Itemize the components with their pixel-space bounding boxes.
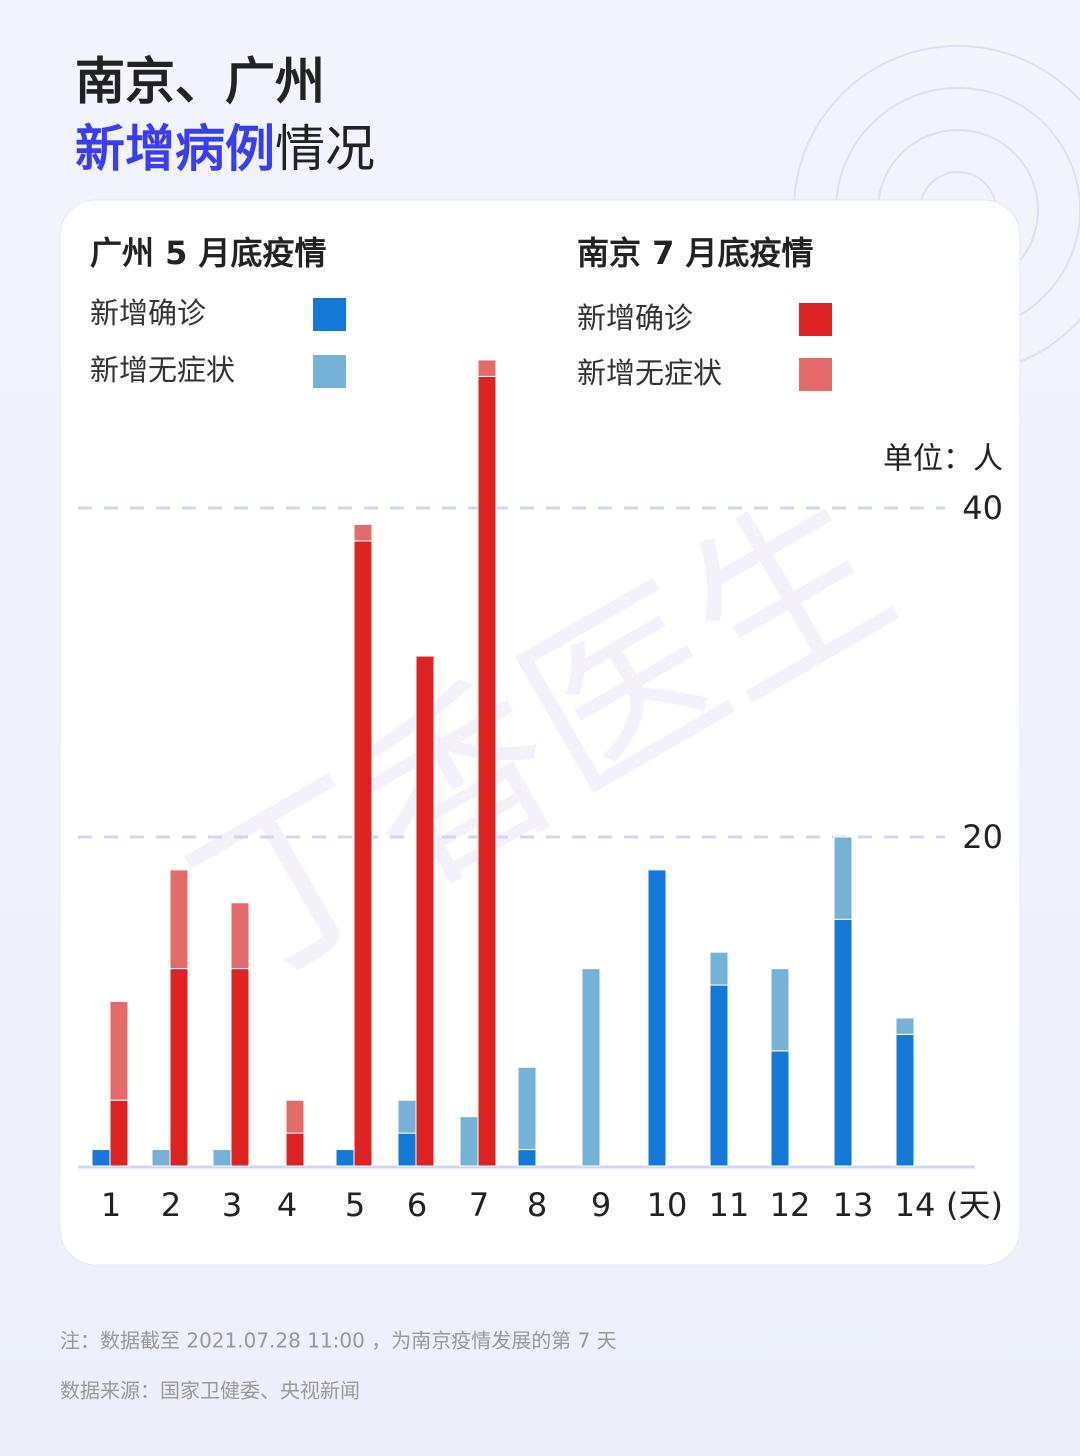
x-tick-label: 14	[895, 1186, 936, 1224]
x-tick-label: 11	[709, 1186, 750, 1224]
legend-label: 新增无症状	[577, 356, 722, 390]
bar	[230, 968, 250, 1167]
x-unit: (天)	[946, 1186, 1003, 1224]
bar	[415, 655, 435, 1167]
bar	[581, 968, 601, 1167]
x-tick-label: 3	[222, 1186, 242, 1224]
x-tick-label: 4	[277, 1186, 297, 1224]
bar	[397, 1099, 417, 1134]
bar	[459, 1116, 479, 1167]
legend-title: 广州 5 月底疫情	[90, 234, 327, 272]
bar	[397, 1132, 417, 1167]
x-tick-label: 13	[833, 1186, 874, 1224]
bar	[770, 968, 790, 1052]
legend-swatch	[799, 358, 832, 391]
title: 南京、广州	[75, 53, 325, 111]
source: 数据来源：国家卫健委、央视新闻	[60, 1379, 360, 1403]
legend-swatch	[799, 303, 832, 336]
bar	[151, 1149, 171, 1167]
bar	[517, 1066, 537, 1151]
bar	[647, 869, 667, 1167]
x-tick-label: 7	[469, 1186, 489, 1224]
bar	[517, 1149, 537, 1167]
bar	[833, 918, 853, 1167]
legend-label: 新增确诊	[90, 296, 206, 330]
bar	[91, 1149, 111, 1167]
title: 新增病例情况	[75, 120, 375, 178]
bar	[477, 375, 497, 1167]
bar	[109, 1099, 129, 1167]
x-tick-label: 5	[345, 1186, 365, 1224]
y-unit: 单位：人	[883, 442, 1003, 477]
title-rest: 情况	[275, 120, 375, 178]
bar	[169, 968, 189, 1167]
x-tick-label: 6	[407, 1186, 427, 1224]
x-tick-label: 1	[101, 1186, 121, 1224]
bar	[770, 1050, 790, 1167]
title-highlight: 新增病例	[75, 120, 275, 178]
legend-label: 新增无症状	[90, 353, 235, 387]
bar	[335, 1149, 355, 1167]
bar	[895, 1033, 915, 1167]
x-tick-label: 2	[161, 1186, 181, 1224]
y-tick-label: 20	[962, 818, 1003, 856]
legend-label: 新增确诊	[577, 301, 693, 335]
legend-swatch	[313, 355, 346, 388]
bar	[169, 869, 189, 970]
bar	[709, 984, 729, 1167]
x-tick-label: 12	[770, 1186, 811, 1224]
bar	[709, 951, 729, 986]
x-tick-label: 9	[591, 1186, 611, 1224]
bar	[353, 523, 373, 542]
legend-swatch	[313, 298, 346, 331]
bar	[285, 1099, 305, 1134]
y-tick-label: 40	[962, 489, 1003, 527]
bar	[212, 1149, 232, 1167]
bar	[285, 1132, 305, 1167]
bar	[353, 540, 373, 1167]
bar	[109, 1001, 129, 1101]
bar	[230, 902, 250, 970]
bar	[833, 836, 853, 920]
legend-title: 南京 7 月底疫情	[577, 234, 814, 272]
footnote: 注：数据截至 2021.07.28 11:00 ，为南京疫情发展的第 7 天	[60, 1329, 617, 1353]
bar	[477, 359, 497, 377]
x-tick-label: 10	[647, 1186, 688, 1224]
x-tick-label: 8	[527, 1186, 547, 1224]
bar	[895, 1017, 915, 1035]
